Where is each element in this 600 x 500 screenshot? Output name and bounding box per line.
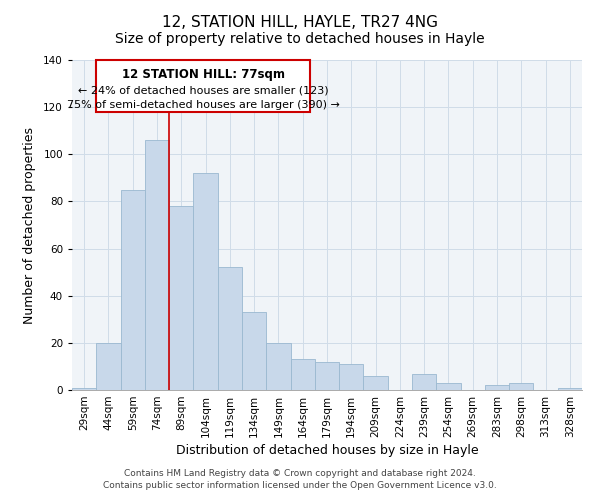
Bar <box>242 312 266 390</box>
Text: ← 24% of detached houses are smaller (123): ← 24% of detached houses are smaller (12… <box>78 86 328 96</box>
Text: 12 STATION HILL: 77sqm: 12 STATION HILL: 77sqm <box>122 68 284 80</box>
X-axis label: Distribution of detached houses by size in Hayle: Distribution of detached houses by size … <box>176 444 478 457</box>
Bar <box>315 362 339 390</box>
Bar <box>145 140 169 390</box>
Bar <box>339 364 364 390</box>
Bar <box>290 360 315 390</box>
Text: 75% of semi-detached houses are larger (390) →: 75% of semi-detached houses are larger (… <box>67 100 340 110</box>
Bar <box>436 383 461 390</box>
Bar <box>485 386 509 390</box>
Bar <box>121 190 145 390</box>
Text: 12, STATION HILL, HAYLE, TR27 4NG: 12, STATION HILL, HAYLE, TR27 4NG <box>162 15 438 30</box>
Bar <box>266 343 290 390</box>
Bar <box>509 383 533 390</box>
Bar <box>169 206 193 390</box>
FancyBboxPatch shape <box>96 60 310 112</box>
Bar <box>558 388 582 390</box>
Bar <box>193 173 218 390</box>
Bar <box>412 374 436 390</box>
Text: Contains HM Land Registry data © Crown copyright and database right 2024.
Contai: Contains HM Land Registry data © Crown c… <box>103 468 497 490</box>
Bar <box>72 388 96 390</box>
Bar <box>218 268 242 390</box>
Bar <box>364 376 388 390</box>
Y-axis label: Number of detached properties: Number of detached properties <box>23 126 36 324</box>
Bar <box>96 343 121 390</box>
Text: Size of property relative to detached houses in Hayle: Size of property relative to detached ho… <box>115 32 485 46</box>
